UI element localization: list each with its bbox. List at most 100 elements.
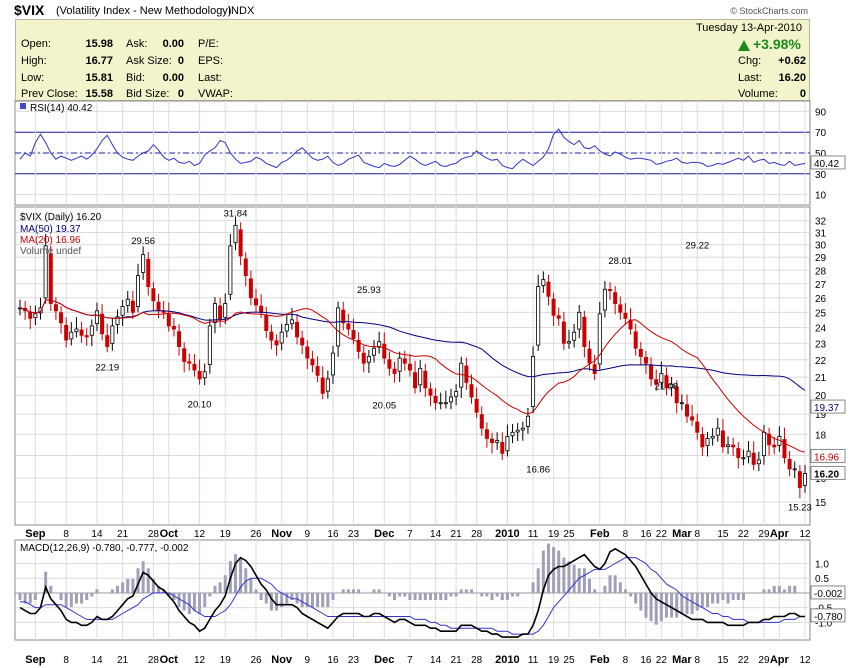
macd-histogram-bar	[290, 592, 294, 600]
x-axis-label-bottom: 14	[430, 655, 442, 666]
ask-size-label: Ask Size:	[126, 55, 172, 67]
candle-body	[274, 340, 279, 346]
macd-histogram-bar	[659, 592, 663, 622]
candle-body	[341, 309, 346, 324]
candle-body	[705, 438, 710, 447]
macd-histogram-bar	[618, 582, 622, 593]
candle-body	[597, 313, 602, 365]
x-axis-label-top: Nov	[271, 528, 293, 540]
x-axis-label-top: 26	[250, 529, 262, 540]
candle-body	[264, 314, 269, 332]
x-axis-label-top: 22	[738, 529, 750, 540]
x-axis-label-top: 22	[656, 529, 668, 540]
macd-histogram-bar	[218, 582, 222, 593]
x-axis-label-bottom: Dec	[374, 654, 394, 666]
open-label: Open:	[21, 38, 51, 50]
eps-label: EPS:	[198, 55, 224, 67]
macd-histogram-bar	[177, 592, 181, 608]
macd-histogram-bar	[300, 592, 304, 608]
macd-histogram-bar	[326, 592, 330, 608]
up-arrow-shape	[738, 40, 750, 51]
x-axis-label-bottom: 21	[451, 655, 463, 666]
macd-histogram-bar	[249, 578, 253, 593]
candle-body	[310, 358, 315, 366]
candle-body	[582, 316, 587, 347]
candle-body	[428, 388, 433, 396]
x-axis-label-bottom: 8	[694, 655, 700, 666]
candle-body	[792, 468, 797, 471]
macd-histogram-bar	[244, 568, 248, 593]
x-axis-label-top: Feb	[590, 528, 610, 540]
macd-histogram-bar	[305, 592, 309, 608]
x-axis-label-top: 19	[220, 529, 232, 540]
candle-body	[587, 348, 592, 364]
macd-histogram-bar	[357, 589, 361, 593]
macd-histogram-bar	[321, 592, 325, 608]
macd-histogram-bar	[475, 592, 479, 594]
x-axis-label-bottom: Mar	[672, 654, 692, 666]
macd-histogram-bar	[403, 592, 407, 597]
macd-histogram-bar	[393, 592, 397, 600]
x-axis-label-top: 14	[91, 529, 103, 540]
price-panel-frame	[14, 206, 811, 526]
ask-value: 0.00	[162, 38, 184, 50]
macd-histogram-bar	[141, 561, 145, 593]
macd-histogram-bar	[577, 568, 581, 593]
candle-body	[515, 429, 520, 433]
candle-body	[731, 444, 736, 448]
x-axis-label-bottom: 22	[738, 655, 750, 666]
macd-histogram-bar	[44, 571, 48, 593]
copyright-notice: © StockCharts.com	[730, 6, 808, 16]
candle-body	[423, 370, 428, 389]
candle-body	[223, 303, 228, 318]
candle-body	[366, 356, 371, 363]
x-axis-label-bottom: 22	[656, 655, 668, 666]
x-axis-label-bottom: 11	[528, 655, 539, 666]
price-tick-label: 21	[815, 373, 827, 384]
candle-body	[690, 416, 695, 421]
last-price-value: 16.20	[814, 469, 839, 480]
candle-body	[94, 310, 99, 325]
macd-histogram-bar	[608, 575, 612, 593]
x-axis-label-bottom: 12	[799, 655, 811, 666]
macd-histogram-bar	[731, 592, 735, 600]
macd-histogram-bar	[588, 578, 592, 593]
macd-histogram-bar	[500, 592, 504, 600]
candle-body	[100, 313, 105, 335]
macd-histogram-bar	[444, 592, 448, 600]
x-axis-label-bottom: 8	[63, 655, 69, 666]
x-axis-label-top: Dec	[374, 528, 394, 540]
price-tick-label: 20	[815, 391, 827, 402]
macd-histogram-bar	[341, 589, 345, 593]
x-axis-label-top: 12	[799, 529, 811, 540]
rsi-tick-label: 50	[815, 149, 827, 160]
macd-histogram-bar	[33, 592, 37, 600]
candle-body	[254, 298, 259, 306]
candle-body	[726, 444, 731, 447]
change-value: +0.62	[778, 55, 806, 67]
candle-body	[741, 457, 746, 460]
macd-histogram-bar	[562, 557, 566, 593]
pe-label: P/E:	[198, 38, 219, 50]
candle-body	[469, 384, 474, 398]
macd-histogram-bar	[223, 575, 227, 593]
x-axis-label-bottom: 9	[305, 655, 311, 666]
candle-body	[279, 331, 284, 344]
candle-body	[84, 335, 89, 338]
ask-label: Ask:	[126, 38, 148, 50]
candle-body	[695, 421, 700, 433]
macd-histogram-bar	[59, 592, 63, 600]
x-axis-label-top: 15	[717, 529, 729, 540]
x-axis-label-top: Oct	[160, 528, 179, 540]
candle-body	[679, 402, 684, 405]
x-axis-label-bottom: 14	[91, 655, 103, 666]
exchange-label: INDX	[228, 5, 255, 17]
macd-histogram-bar	[767, 589, 771, 593]
macd-histogram-bar	[449, 592, 453, 597]
x-axis-label-bottom: 15	[717, 655, 729, 666]
price-annotation: 31.84	[224, 209, 248, 220]
candle-body	[767, 433, 772, 446]
macd-histogram-bar	[459, 589, 463, 593]
volume-value: 0	[799, 88, 806, 100]
